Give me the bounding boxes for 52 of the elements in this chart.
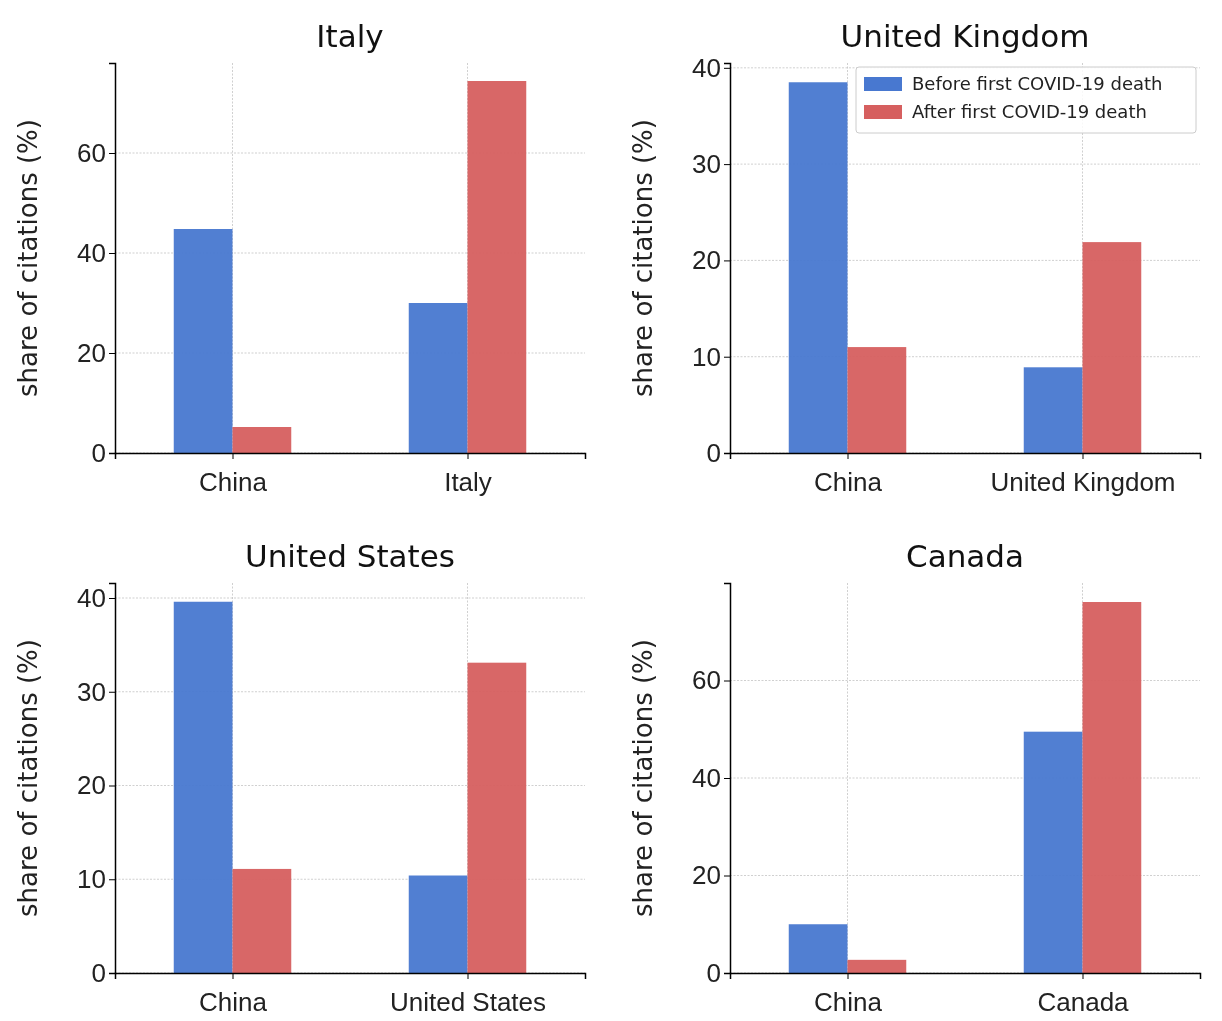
x-tick-label: Italy (444, 466, 492, 497)
bar (788, 924, 848, 973)
y-tick-label: 20 (692, 245, 721, 276)
bar (1082, 602, 1142, 973)
y-axis-title: share of citations (%) (628, 639, 658, 917)
y-axis-title: share of citations (%) (13, 119, 43, 397)
bar (1023, 731, 1083, 973)
x-tick-label: Canada (1037, 986, 1130, 1017)
bar (847, 959, 907, 973)
y-tick-label: 0 (91, 437, 106, 468)
y-tick-label: 10 (692, 341, 721, 372)
bar (788, 82, 848, 453)
chart-title: United States (245, 538, 455, 574)
y-axis-title: share of citations (%) (628, 119, 658, 397)
x-tick-label: China (814, 466, 883, 497)
bar (408, 303, 468, 453)
legend-label: After first COVID-19 death (912, 101, 1147, 122)
y-tick-label: 40 (692, 52, 721, 83)
y-tick-label: 60 (77, 137, 106, 168)
x-tick-label: United Kingdom (990, 466, 1176, 497)
y-tick-label: 0 (706, 957, 721, 988)
y-tick-label: 0 (706, 437, 721, 468)
x-tick-label: China (814, 986, 883, 1017)
bar (232, 868, 292, 973)
chart-title: Canada (906, 538, 1024, 574)
bar (173, 229, 233, 453)
bar (1023, 367, 1083, 453)
y-tick-label: 30 (692, 148, 721, 179)
y-tick-label: 10 (77, 864, 106, 895)
y-tick-label: 40 (77, 582, 106, 613)
bar (173, 601, 233, 973)
legend-label: Before first COVID-19 death (912, 73, 1163, 94)
y-tick-label: 40 (692, 762, 721, 793)
bar (232, 427, 292, 453)
y-axis-title: share of citations (%) (13, 639, 43, 917)
bar (1082, 242, 1142, 453)
y-tick-label: 20 (692, 860, 721, 891)
bar (847, 347, 907, 453)
bar (467, 81, 527, 453)
bar (408, 875, 468, 973)
chart-title: Italy (316, 18, 384, 54)
chart-title: United Kingdom (840, 18, 1090, 54)
y-tick-label: 60 (692, 665, 721, 696)
x-tick-label: China (199, 466, 268, 497)
bar (467, 662, 527, 973)
x-tick-label: United States (389, 986, 547, 1017)
y-tick-label: 20 (77, 337, 106, 368)
x-tick-label: China (199, 986, 268, 1017)
y-tick-label: 30 (77, 676, 106, 707)
y-tick-label: 40 (77, 237, 106, 268)
y-tick-label: 20 (77, 770, 106, 801)
y-tick-label: 0 (91, 957, 106, 988)
